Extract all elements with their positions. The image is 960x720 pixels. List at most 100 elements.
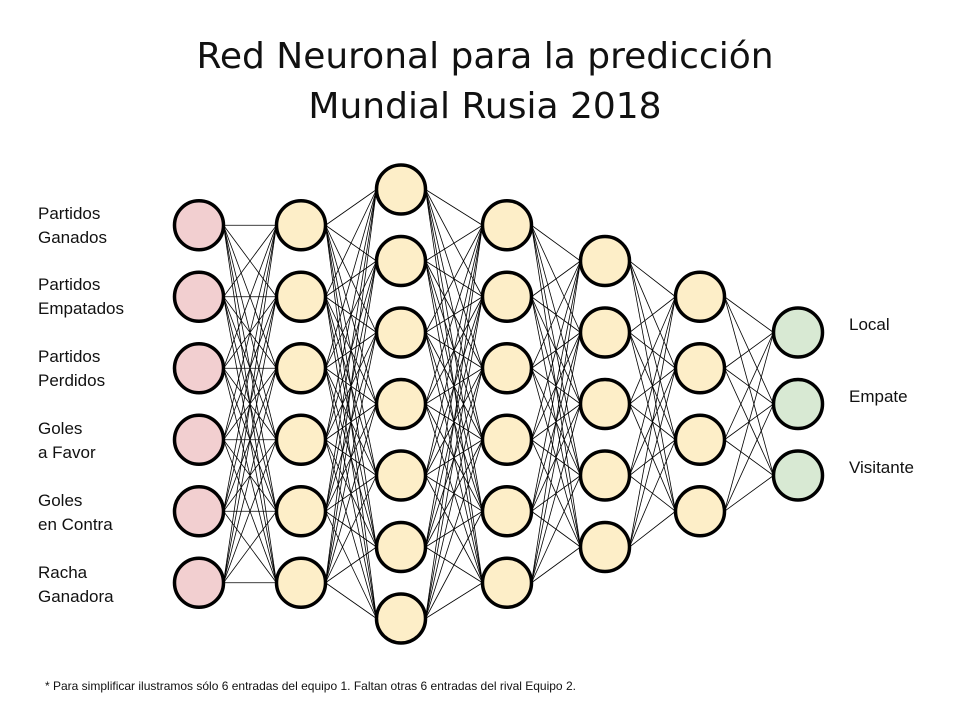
hidden-neuron-l4-2	[578, 377, 632, 431]
input-label-partidos-ganados: Partidos Ganados	[38, 204, 107, 247]
connection-l1-5-2	[325, 332, 377, 583]
connection-l5-3-0	[724, 332, 774, 512]
connection-l0-5-1	[223, 296, 277, 583]
connection-l2-6-3	[425, 439, 483, 619]
connection-l4-4-0	[629, 296, 676, 548]
hidden-neuron-l3-1	[480, 270, 534, 323]
input-neuron-l0-5	[172, 556, 226, 609]
input-neuron-l0-0	[172, 199, 226, 252]
connection-l4-1-0	[629, 296, 676, 333]
connection-l3-5-2	[531, 403, 581, 583]
input-label-racha-ganadora: Racha Ganadora	[38, 563, 114, 606]
connection-l3-3-0	[531, 260, 581, 440]
connection-l3-0-0	[531, 224, 581, 262]
connection-l1-1-0	[325, 189, 377, 297]
connection-l1-5-4	[325, 475, 377, 583]
connection-l3-5-1	[531, 332, 581, 583]
hidden-neuron-l2-5	[374, 520, 428, 574]
hidden-neuron-l5-0	[673, 270, 727, 323]
hidden-neuron-l2-0	[374, 163, 428, 216]
connection-l1-2-0	[325, 189, 377, 369]
connection-l3-5-4	[531, 546, 581, 584]
connection-l3-4-0	[531, 260, 581, 512]
connection-l1-3-0	[325, 189, 377, 440]
hidden-neuron-l2-4	[374, 449, 428, 502]
hidden-neuron-l1-1	[274, 270, 328, 323]
connections	[223, 189, 774, 619]
connection-l2-6-0	[425, 225, 483, 619]
input-neuron-l0-1	[172, 270, 226, 323]
connection-l2-2-0	[425, 225, 483, 333]
connection-l5-3-1	[724, 403, 774, 512]
connection-l1-0-0	[325, 189, 377, 226]
input-label-partidos-perdidos: Partidos Perdidos	[38, 347, 106, 390]
hidden-neuron-l5-2	[673, 413, 727, 466]
connection-l2-6-5	[425, 582, 483, 619]
diagram-title: Red Neuronal para la predicción Mundial …	[0, 32, 960, 132]
hidden-neuron-l1-4	[274, 485, 328, 538]
hidden-neuron-l3-5	[480, 556, 534, 609]
connection-l0-5-3	[223, 439, 277, 583]
connection-l2-6-4	[425, 511, 483, 619]
connection-l0-4-0	[223, 225, 277, 512]
input-label-partidos-empatados: Partidos Empatados	[38, 275, 124, 318]
connection-l1-5-5	[325, 546, 377, 584]
input-neuron-l0-4	[172, 485, 226, 538]
connection-l0-1-0	[223, 225, 277, 297]
connection-l0-5-4	[223, 511, 277, 583]
connection-l0-5-2	[223, 368, 277, 583]
hidden-neuron-l2-2	[374, 306, 428, 359]
output-neuron-l6-1	[771, 377, 825, 431]
connection-l1-5-0	[325, 189, 377, 583]
connection-l2-1-0	[425, 224, 483, 262]
connection-l0-5-0	[223, 225, 277, 583]
neurons	[172, 163, 825, 645]
hidden-neuron-l5-1	[673, 342, 727, 395]
hidden-neuron-l4-1	[578, 306, 632, 359]
connection-l1-4-0	[325, 189, 377, 512]
connection-l2-6-1	[425, 296, 483, 619]
input-label-goles-a-favor: Goles a Favor	[38, 419, 96, 462]
output-label-local: Local	[849, 315, 890, 334]
connection-l0-3-0	[223, 225, 277, 440]
connection-l5-0-0	[724, 296, 774, 333]
connection-l4-2-0	[629, 296, 676, 405]
connection-l3-2-0	[531, 260, 581, 369]
connection-l3-1-0	[531, 260, 581, 298]
hidden-neuron-l3-3	[480, 413, 534, 466]
connection-l2-4-0	[425, 225, 483, 476]
hidden-neuron-l4-4	[578, 520, 632, 574]
hidden-neuron-l1-2	[274, 342, 328, 395]
title-line-1: Red Neuronal para la predicción	[196, 36, 774, 77]
connection-l5-2-0	[724, 332, 774, 440]
footnote: * Para simplificar ilustramos sólo 6 ent…	[45, 679, 576, 693]
connection-l4-3-0	[629, 296, 676, 476]
connection-l4-4-2	[629, 439, 676, 548]
input-neuron-l0-2	[172, 342, 226, 395]
hidden-neuron-l2-1	[374, 234, 428, 288]
connection-l0-2-0	[223, 225, 277, 369]
connection-l2-3-0	[425, 225, 483, 405]
input-label-goles-en-contra: Goles en Contra	[38, 491, 113, 534]
connection-l4-4-1	[629, 368, 676, 548]
output-label-empate: Empate	[849, 387, 908, 406]
connection-l3-5-0	[531, 260, 581, 583]
connection-l2-0-0	[425, 189, 483, 226]
hidden-neuron-l4-3	[578, 449, 632, 502]
connection-l3-5-3	[531, 475, 581, 583]
connection-l5-3-2	[724, 475, 774, 512]
hidden-neuron-l1-5	[274, 556, 328, 609]
connection-l1-5-3	[325, 403, 377, 583]
output-neuron-l6-2	[771, 449, 825, 502]
output-neuron-l6-0	[771, 306, 825, 359]
connection-l4-4-3	[629, 510, 676, 548]
title-line-2: Mundial Rusia 2018	[308, 86, 662, 127]
hidden-neuron-l3-4	[480, 485, 534, 538]
connection-l2-5-0	[425, 225, 483, 548]
connection-l1-5-1	[325, 260, 377, 583]
connection-l1-5-6	[325, 582, 377, 619]
connection-l4-0-0	[629, 260, 676, 298]
hidden-neuron-l3-2	[480, 342, 534, 395]
connection-l2-6-2	[425, 368, 483, 619]
